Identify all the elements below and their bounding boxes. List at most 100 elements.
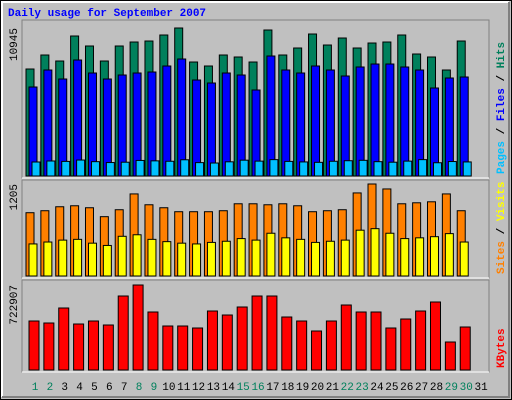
bar xyxy=(311,65,321,177)
bar xyxy=(281,316,293,371)
x-tick-label: 22 xyxy=(341,382,354,394)
bar xyxy=(269,159,279,177)
bar xyxy=(370,228,380,277)
bar xyxy=(58,307,70,371)
bar xyxy=(236,238,246,277)
legend-entry: Files xyxy=(496,88,508,121)
bar xyxy=(162,325,174,371)
bar xyxy=(251,295,263,371)
bar xyxy=(325,69,335,177)
x-tick-label: 18 xyxy=(281,382,294,394)
x-tick-label: 25 xyxy=(385,382,398,394)
bar xyxy=(385,327,397,371)
legend: KBytes xyxy=(496,328,508,368)
bar xyxy=(61,160,71,177)
bar xyxy=(340,304,352,371)
bar xyxy=(444,233,454,277)
legend-entry: Pages xyxy=(496,141,508,174)
bar xyxy=(147,311,159,371)
legend-entry: Hits xyxy=(496,42,508,68)
x-tick-label: 16 xyxy=(251,382,264,394)
bar xyxy=(192,327,204,371)
bar xyxy=(370,311,382,371)
bar xyxy=(206,82,216,177)
bar xyxy=(236,306,248,371)
bar xyxy=(28,243,38,277)
x-tick-label: 13 xyxy=(207,382,220,394)
bar xyxy=(209,162,219,177)
bar xyxy=(87,242,97,277)
bar xyxy=(429,236,439,277)
bar xyxy=(177,58,187,177)
bar xyxy=(447,161,457,177)
x-tick-label: 1 xyxy=(32,382,39,394)
x-tick-label: 9 xyxy=(151,382,158,394)
bar xyxy=(429,301,441,371)
x-tick-label: 12 xyxy=(192,382,205,394)
bar xyxy=(266,232,276,277)
x-tick-label: 20 xyxy=(311,382,324,394)
bar xyxy=(296,320,308,371)
bar xyxy=(221,72,231,177)
bar xyxy=(58,239,68,277)
bar xyxy=(117,295,129,371)
bar xyxy=(221,240,231,277)
bar xyxy=(117,74,127,177)
x-tick-label: 10 xyxy=(162,382,175,394)
bar xyxy=(385,63,395,177)
bar xyxy=(73,59,83,177)
y-tick-label: 722907 xyxy=(9,285,21,325)
bar xyxy=(224,161,234,177)
legend-entry: KBytes xyxy=(496,328,508,368)
bar xyxy=(444,341,456,371)
x-tick-label: 29 xyxy=(445,382,458,394)
x-tick-label: 14 xyxy=(222,382,236,394)
x-tick-label: 4 xyxy=(76,382,83,394)
bar xyxy=(400,238,410,277)
bar xyxy=(385,232,395,277)
bar xyxy=(239,159,249,177)
legend: Pages / Files / Hits xyxy=(496,42,508,174)
x-tick-label: 8 xyxy=(136,382,143,394)
bar xyxy=(162,65,172,177)
bar xyxy=(403,160,413,177)
bar xyxy=(311,241,321,277)
y-tick-label: 10945 xyxy=(9,28,21,61)
legend-entry: Sites xyxy=(496,241,508,274)
bar xyxy=(87,72,97,177)
chart-title: Daily usage for September 2007 xyxy=(8,8,206,20)
legend-separator: / xyxy=(496,68,508,88)
bar xyxy=(150,160,160,177)
x-tick-label: 31 xyxy=(474,382,488,394)
bar xyxy=(400,66,410,177)
x-tick-label: 27 xyxy=(415,382,428,394)
bar xyxy=(43,69,53,177)
bar xyxy=(180,159,190,177)
bar xyxy=(135,159,145,177)
bar xyxy=(117,235,127,277)
bar xyxy=(195,162,205,177)
x-tick-label: 2 xyxy=(47,382,54,394)
x-tick-label: 17 xyxy=(266,382,279,394)
x-tick-label: 21 xyxy=(326,382,340,394)
x-tick-label: 28 xyxy=(430,382,443,394)
bar xyxy=(132,284,144,371)
bar xyxy=(459,241,469,277)
bar xyxy=(281,69,291,177)
bar xyxy=(462,161,472,177)
x-tick-label: 5 xyxy=(91,382,98,394)
bar xyxy=(90,161,100,177)
bar xyxy=(343,160,353,177)
bar xyxy=(299,161,309,177)
x-tick-label: 3 xyxy=(61,382,68,394)
bar xyxy=(28,320,40,371)
bar xyxy=(192,243,202,277)
bar xyxy=(314,161,324,177)
bar xyxy=(388,161,398,177)
bar xyxy=(328,160,338,177)
bar xyxy=(296,72,306,177)
bar xyxy=(355,229,365,277)
x-tick-label: 11 xyxy=(177,382,191,394)
